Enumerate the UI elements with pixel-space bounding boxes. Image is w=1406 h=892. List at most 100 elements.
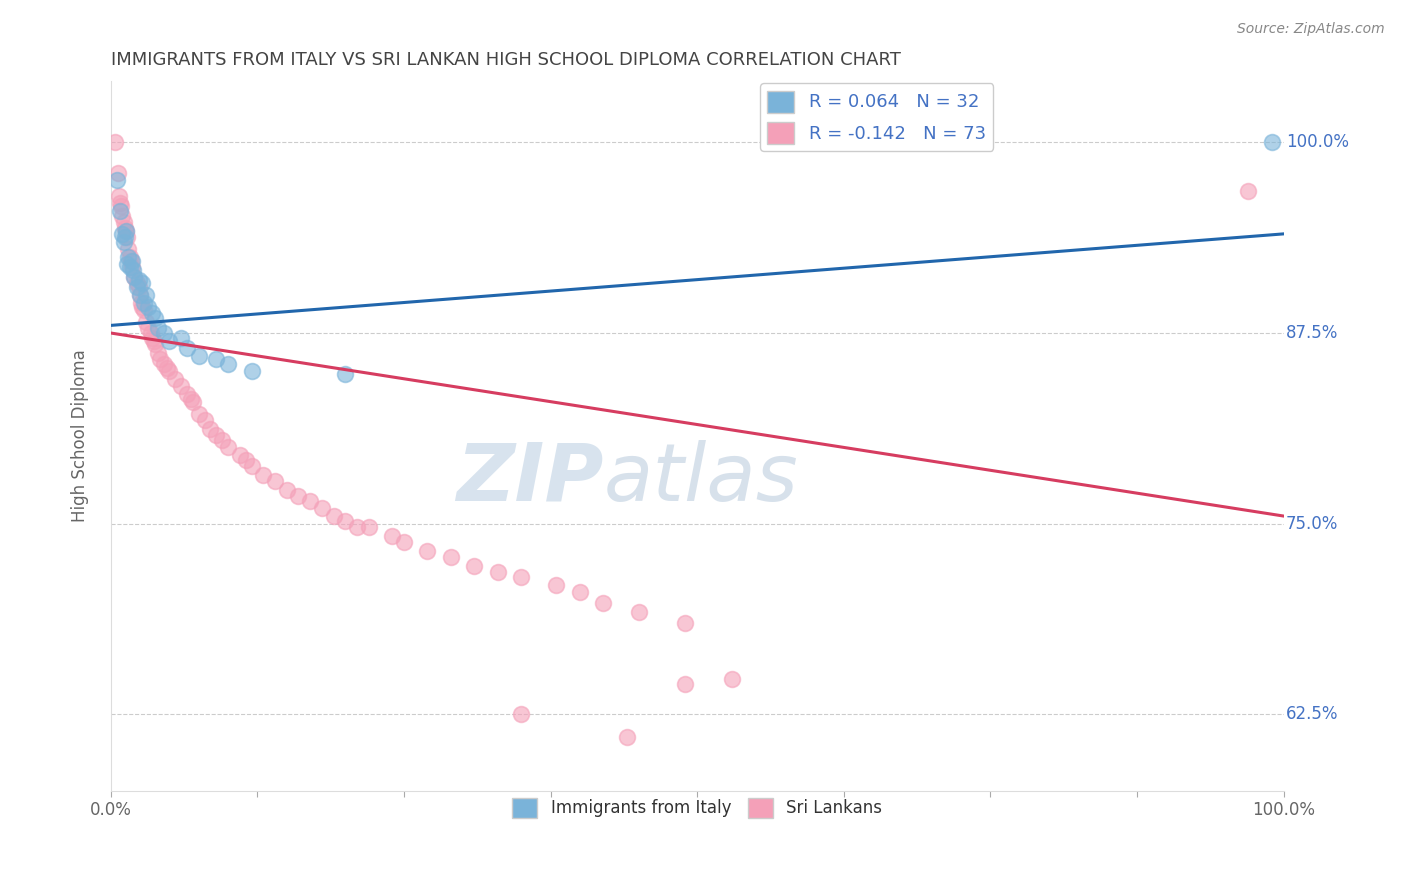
Point bbox=[125, 280, 148, 294]
Point bbox=[217, 357, 239, 371]
Point bbox=[143, 310, 166, 325]
Point bbox=[170, 330, 193, 344]
Point bbox=[180, 392, 202, 406]
Text: Source: ZipAtlas.com: Source: ZipAtlas.com bbox=[1237, 22, 1385, 37]
Point bbox=[322, 509, 344, 524]
Point bbox=[112, 215, 135, 229]
Point bbox=[335, 514, 357, 528]
Point bbox=[136, 300, 159, 314]
Point bbox=[211, 433, 233, 447]
Text: atlas: atlas bbox=[603, 440, 799, 517]
Point bbox=[675, 615, 697, 630]
Point bbox=[721, 672, 744, 686]
Point bbox=[143, 336, 166, 351]
Text: IMMIGRANTS FROM ITALY VS SRI LANKAN HIGH SCHOOL DIPLOMA CORRELATION CHART: IMMIGRANTS FROM ITALY VS SRI LANKAN HIGH… bbox=[111, 51, 901, 69]
Point bbox=[152, 326, 174, 340]
Text: ZIP: ZIP bbox=[456, 440, 603, 517]
Point bbox=[121, 254, 143, 268]
Point bbox=[149, 351, 172, 366]
Point bbox=[205, 428, 228, 442]
Point bbox=[170, 379, 193, 393]
Point bbox=[240, 458, 263, 473]
Point bbox=[139, 326, 162, 340]
Point bbox=[114, 230, 136, 244]
Point bbox=[141, 306, 163, 320]
Point bbox=[187, 407, 209, 421]
Point bbox=[115, 224, 138, 238]
Point bbox=[129, 288, 152, 302]
Point bbox=[110, 199, 132, 213]
Point bbox=[205, 351, 228, 366]
Point bbox=[122, 269, 145, 284]
Point bbox=[131, 276, 153, 290]
Point bbox=[176, 341, 198, 355]
Point bbox=[135, 288, 157, 302]
Point bbox=[118, 260, 141, 275]
Point bbox=[381, 529, 404, 543]
Point bbox=[200, 422, 222, 436]
Point bbox=[194, 413, 217, 427]
Point bbox=[129, 288, 152, 302]
Point bbox=[229, 448, 252, 462]
Text: 75.0%: 75.0% bbox=[1286, 515, 1339, 533]
Point bbox=[165, 372, 187, 386]
Text: 100.0%: 100.0% bbox=[1286, 134, 1348, 152]
Point bbox=[416, 544, 439, 558]
Point bbox=[132, 295, 155, 310]
Point bbox=[108, 204, 131, 219]
Y-axis label: High School Diploma: High School Diploma bbox=[72, 350, 89, 523]
Point bbox=[115, 230, 138, 244]
Point bbox=[141, 330, 163, 344]
Point bbox=[128, 272, 150, 286]
Text: 87.5%: 87.5% bbox=[1286, 324, 1339, 342]
Point bbox=[287, 489, 309, 503]
Point bbox=[129, 295, 152, 310]
Point bbox=[112, 235, 135, 249]
Point bbox=[156, 361, 179, 376]
Point bbox=[627, 605, 650, 619]
Point bbox=[146, 346, 169, 360]
Point bbox=[299, 493, 322, 508]
Point bbox=[132, 303, 155, 318]
Point bbox=[675, 677, 697, 691]
Point bbox=[176, 387, 198, 401]
Point bbox=[131, 300, 153, 314]
Point bbox=[217, 441, 239, 455]
Point bbox=[115, 224, 138, 238]
Point bbox=[546, 577, 568, 591]
Point bbox=[136, 321, 159, 335]
Point bbox=[335, 368, 357, 382]
Point bbox=[240, 364, 263, 378]
Point bbox=[122, 269, 145, 284]
Point bbox=[118, 250, 141, 264]
Text: 62.5%: 62.5% bbox=[1286, 706, 1339, 723]
Point bbox=[121, 260, 143, 275]
Point bbox=[108, 188, 131, 202]
Point bbox=[187, 349, 209, 363]
Point bbox=[486, 566, 509, 580]
Point bbox=[107, 166, 129, 180]
Point bbox=[1237, 184, 1260, 198]
Point bbox=[108, 196, 131, 211]
Point bbox=[392, 535, 415, 549]
Point bbox=[440, 550, 463, 565]
Point bbox=[463, 559, 485, 574]
Point bbox=[592, 596, 614, 610]
Point bbox=[252, 467, 274, 482]
Point bbox=[568, 585, 591, 599]
Point bbox=[181, 394, 204, 409]
Point bbox=[117, 242, 139, 256]
Point bbox=[135, 315, 157, 329]
Point bbox=[117, 250, 139, 264]
Point bbox=[157, 334, 180, 348]
Point bbox=[105, 173, 128, 187]
Point bbox=[143, 334, 166, 348]
Point bbox=[152, 357, 174, 371]
Point bbox=[114, 220, 136, 235]
Point bbox=[128, 280, 150, 294]
Point bbox=[111, 209, 134, 223]
Point bbox=[125, 276, 148, 290]
Point bbox=[235, 452, 257, 467]
Point bbox=[264, 474, 287, 488]
Point bbox=[510, 570, 533, 584]
